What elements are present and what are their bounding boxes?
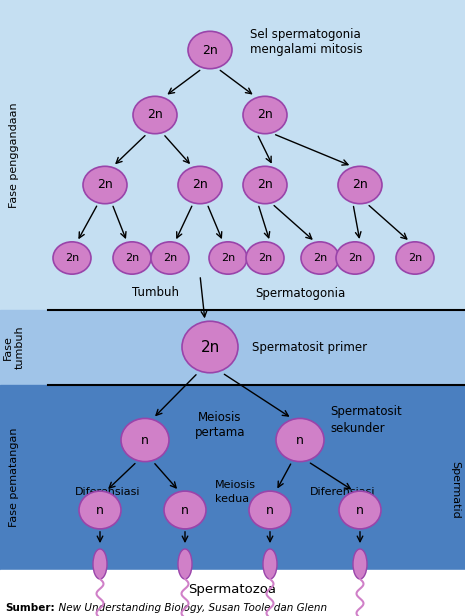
Bar xyxy=(0,310,465,385)
Ellipse shape xyxy=(53,242,91,274)
Text: n: n xyxy=(266,503,274,516)
Ellipse shape xyxy=(301,242,339,274)
Ellipse shape xyxy=(336,242,374,274)
Bar xyxy=(0,570,465,616)
Text: 2n: 2n xyxy=(408,253,422,263)
Text: Spermatosit
sekunder: Spermatosit sekunder xyxy=(330,405,402,435)
Text: Fase penggandaan: Fase penggandaan xyxy=(9,102,19,208)
Ellipse shape xyxy=(246,242,284,274)
Ellipse shape xyxy=(182,321,238,373)
Text: Spermatozoa: Spermatozoa xyxy=(188,583,276,596)
Ellipse shape xyxy=(209,242,247,274)
Text: Meiosis
kedua: Meiosis kedua xyxy=(215,480,256,504)
Ellipse shape xyxy=(263,549,277,579)
Text: 2n: 2n xyxy=(163,253,177,263)
Text: Diferensiasi: Diferensiasi xyxy=(310,487,376,497)
Ellipse shape xyxy=(121,418,169,461)
Text: n: n xyxy=(181,503,189,516)
Text: New Understanding Biology, Susan Toole dan Glenn: New Understanding Biology, Susan Toole d… xyxy=(52,603,327,613)
Text: 2n: 2n xyxy=(257,179,273,192)
Text: 2n: 2n xyxy=(147,108,163,121)
Bar xyxy=(0,0,465,310)
Ellipse shape xyxy=(151,242,189,274)
Text: 2n: 2n xyxy=(65,253,79,263)
Ellipse shape xyxy=(249,491,291,529)
Ellipse shape xyxy=(93,549,107,579)
Text: 2n: 2n xyxy=(258,253,272,263)
Text: Sel spermatogonia
mengalami mitosis: Sel spermatogonia mengalami mitosis xyxy=(250,28,363,56)
Text: Spermatid: Spermatid xyxy=(450,461,460,519)
Text: 2n: 2n xyxy=(348,253,362,263)
Text: 2n: 2n xyxy=(192,179,208,192)
Ellipse shape xyxy=(188,31,232,69)
Text: n: n xyxy=(96,503,104,516)
Ellipse shape xyxy=(164,491,206,529)
Ellipse shape xyxy=(243,96,287,134)
Text: Diferensiasi: Diferensiasi xyxy=(75,487,140,497)
Ellipse shape xyxy=(133,96,177,134)
Text: Spermatogonia: Spermatogonia xyxy=(255,286,345,299)
Bar xyxy=(0,385,465,570)
Ellipse shape xyxy=(396,242,434,274)
Text: n: n xyxy=(141,434,149,447)
Ellipse shape xyxy=(243,166,287,204)
Ellipse shape xyxy=(79,491,121,529)
Ellipse shape xyxy=(113,242,151,274)
Text: 2n: 2n xyxy=(200,339,219,354)
Ellipse shape xyxy=(178,166,222,204)
Ellipse shape xyxy=(339,491,381,529)
Ellipse shape xyxy=(353,549,367,579)
Ellipse shape xyxy=(83,166,127,204)
Text: Spermatosit primer: Spermatosit primer xyxy=(252,341,367,354)
Text: 2n: 2n xyxy=(221,253,235,263)
Ellipse shape xyxy=(338,166,382,204)
Text: 2n: 2n xyxy=(202,44,218,57)
Ellipse shape xyxy=(276,418,324,461)
Text: Sumber:: Sumber: xyxy=(5,603,54,613)
Ellipse shape xyxy=(178,549,192,579)
Text: n: n xyxy=(296,434,304,447)
Text: 2n: 2n xyxy=(125,253,139,263)
Text: 2n: 2n xyxy=(313,253,327,263)
Text: n: n xyxy=(356,503,364,516)
Text: Tumbuh: Tumbuh xyxy=(132,286,179,299)
Text: 2n: 2n xyxy=(257,108,273,121)
Text: 2n: 2n xyxy=(352,179,368,192)
Text: Fase
tumbuh: Fase tumbuh xyxy=(3,326,25,370)
Text: Meiosis
pertama: Meiosis pertama xyxy=(195,411,245,439)
Text: Fase pematangan: Fase pematangan xyxy=(9,428,19,527)
Text: 2n: 2n xyxy=(97,179,113,192)
